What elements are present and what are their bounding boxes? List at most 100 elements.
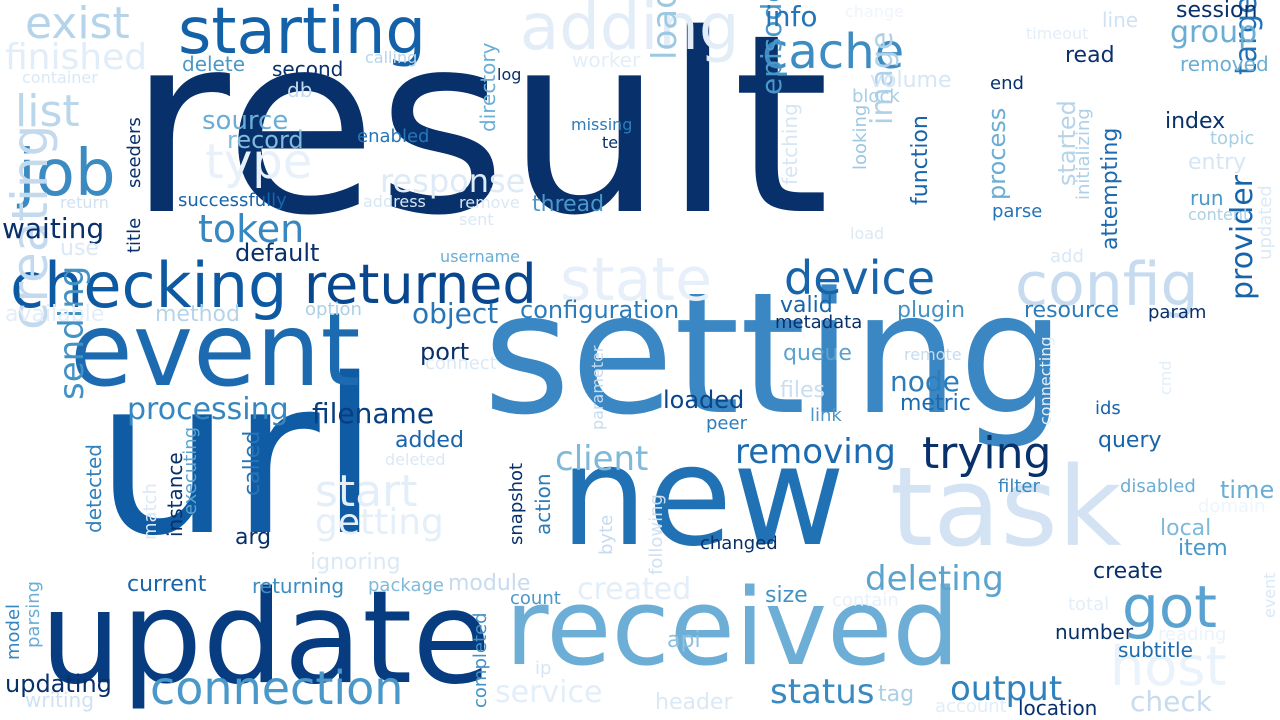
- word-result: result: [128, 0, 830, 270]
- word-parsing: parsing: [23, 580, 44, 648]
- word-read: read: [1065, 43, 1115, 68]
- word-current: current: [127, 572, 207, 597]
- word-updating: updating: [5, 670, 112, 698]
- word-account: account: [935, 696, 1007, 717]
- word-config: config: [1015, 250, 1199, 320]
- word-location: location: [1018, 696, 1098, 720]
- word-resource: resource: [1024, 298, 1120, 323]
- word-block: block: [852, 86, 900, 107]
- word-received: received: [505, 566, 960, 689]
- word-end: end: [990, 73, 1024, 94]
- word-option: option: [305, 299, 362, 320]
- word-output: output: [950, 669, 1063, 709]
- word-event: event: [1260, 572, 1279, 618]
- word-called: called: [240, 430, 265, 496]
- word-status: status: [770, 672, 875, 712]
- word-use: use: [60, 236, 99, 261]
- word-return: return: [60, 193, 109, 212]
- word-header: header: [655, 690, 733, 715]
- word-ids: ids: [1095, 398, 1121, 419]
- word-model: model: [3, 603, 24, 660]
- word-log: log: [497, 65, 522, 84]
- word-link: link: [810, 405, 842, 426]
- word-size: size: [765, 583, 808, 608]
- word-sent: sent: [459, 210, 494, 229]
- word-change: change: [845, 2, 904, 21]
- word-contain: contain: [832, 590, 899, 611]
- word-queue: queue: [783, 341, 852, 366]
- word-event: event: [70, 291, 361, 410]
- word-metric: metric: [900, 391, 971, 416]
- word-seeders: seeders: [124, 117, 145, 188]
- word-index: index: [1165, 109, 1226, 134]
- word-title: title: [124, 217, 145, 253]
- word-check: check: [1130, 685, 1212, 718]
- word-parameter: parameter: [588, 345, 607, 430]
- word-ip: ip: [535, 658, 552, 679]
- word-item: item: [1178, 536, 1228, 561]
- word-arg: arg: [235, 525, 272, 550]
- word-thread: thread: [532, 192, 605, 217]
- word-starting: starting: [178, 0, 427, 69]
- word-setting: setting: [483, 256, 1066, 452]
- word-valid: valid: [780, 293, 833, 318]
- word-function: function: [908, 115, 933, 205]
- word-provider: provider: [1225, 175, 1260, 300]
- word-client: client: [555, 439, 649, 479]
- word-peer: peer: [706, 413, 747, 434]
- word-calling: calling: [365, 48, 418, 67]
- word-looking: looking: [850, 104, 871, 170]
- word-worker: worker: [572, 48, 641, 72]
- word-subtitle: subtitle: [1118, 638, 1193, 662]
- word-object: object: [412, 297, 499, 330]
- word-fetching: fetching: [778, 103, 802, 185]
- word-ignoring: ignoring: [310, 550, 401, 575]
- word-service: service: [495, 675, 603, 710]
- word-token: token: [198, 207, 305, 251]
- word-param: param: [1148, 302, 1207, 323]
- word-port: port: [420, 338, 470, 366]
- word-added: added: [395, 428, 464, 453]
- word-group: group: [1170, 15, 1258, 50]
- word-created: created: [577, 572, 692, 607]
- word-total: total: [1068, 594, 1110, 615]
- word-byte: byte: [596, 514, 617, 555]
- word-configuration: configuration: [520, 296, 680, 324]
- word-entry: entry: [1188, 150, 1247, 175]
- word-returned: returned: [304, 253, 537, 316]
- word-timeout: timeout: [1026, 24, 1089, 43]
- word-loaded: loaded: [663, 386, 745, 414]
- word-record: record: [227, 126, 304, 154]
- word-create: create: [1093, 559, 1163, 584]
- word-snapshot: snapshot: [506, 462, 527, 545]
- word-updated: updated: [1255, 185, 1276, 260]
- word-node: node: [890, 365, 960, 398]
- word-default: default: [235, 239, 320, 267]
- word-line: line: [1102, 8, 1139, 32]
- word-removed: removed: [1180, 52, 1269, 76]
- word-exist: exist: [25, 0, 130, 49]
- word-got: got: [1122, 573, 1218, 641]
- word-query: query: [1098, 428, 1162, 453]
- word-metadata: metadata: [775, 312, 863, 333]
- word-domain: domain: [1198, 496, 1266, 517]
- word-remove: remove: [459, 193, 520, 212]
- word-following: following: [646, 494, 667, 575]
- word-cache: cache: [762, 24, 905, 80]
- word-type: type: [205, 134, 313, 190]
- word-plugin: plugin: [897, 298, 966, 323]
- word-parse: parse: [992, 201, 1043, 222]
- word-adding: adding: [520, 0, 740, 65]
- word-count: count: [510, 588, 561, 609]
- word-connecting: connecting: [1036, 336, 1055, 425]
- word-attempting: attempting: [1098, 127, 1123, 250]
- word-module: module: [448, 571, 531, 596]
- word-list: list: [15, 86, 80, 137]
- word-disabled: disabled: [1120, 476, 1196, 497]
- word-changed: changed: [700, 533, 778, 554]
- word-match: match: [140, 483, 161, 540]
- word-action: action: [531, 473, 555, 535]
- word-start: start: [315, 466, 418, 517]
- word-time: time: [1220, 476, 1275, 504]
- word-package: package: [368, 575, 444, 596]
